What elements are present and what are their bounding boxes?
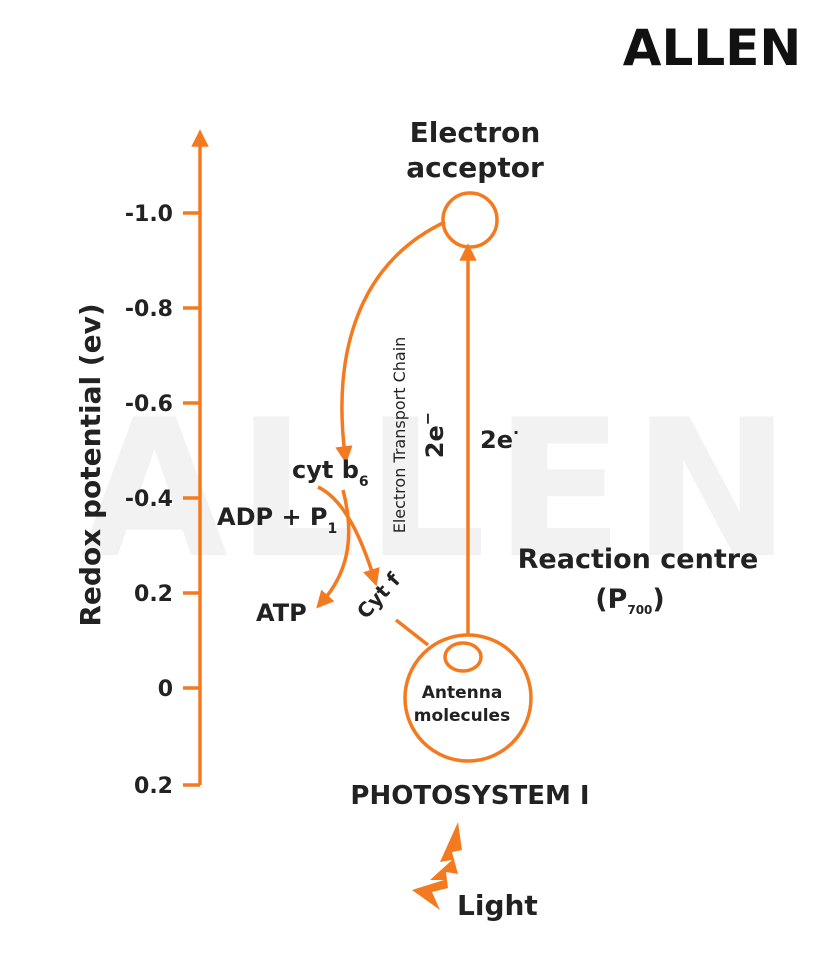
atp-label: ATP <box>256 599 307 627</box>
light-label: Light <box>457 889 538 922</box>
antenna-label: Antenna <box>422 683 503 703</box>
tick-label: -0.8 <box>125 297 173 322</box>
acceptor-label: acceptor <box>406 151 544 184</box>
acceptor-label: Electron <box>410 116 541 149</box>
tick-label: 0.2 <box>134 582 173 607</box>
cyt-arrow <box>317 485 380 587</box>
excited-electrons: 2e· <box>480 423 519 454</box>
tick-label: 0 <box>158 677 173 702</box>
antenna-circle <box>403 633 533 763</box>
adp-label: ADP + P1 <box>217 503 337 537</box>
tick-label: -0.4 <box>125 487 173 512</box>
connector <box>394 618 430 647</box>
etc-electrons: 2e− <box>418 412 449 458</box>
transport-arrow <box>335 220 446 464</box>
etc-label: Electron Transport Chain <box>390 337 409 534</box>
logo: ALLEN <box>623 19 801 77</box>
axis-label: Redox potential (ev) <box>74 303 107 626</box>
acceptor-circle <box>441 191 499 249</box>
antenna-label: molecules <box>414 706 510 726</box>
atp-arrow <box>316 489 351 609</box>
tick-label: -1.0 <box>125 202 173 227</box>
tick-label: -0.6 <box>125 392 173 417</box>
reaction-centre-mark <box>443 641 483 673</box>
reaction-centre-label: Reaction centre <box>518 544 759 575</box>
axis-ticks: -1.0 -0.8 -0.6 -0.4 0.2 0 0.2 <box>125 202 200 799</box>
cyt-b6-label: cyt b6 <box>292 456 369 490</box>
p700-label: (P700) <box>595 584 665 617</box>
tick-label: 0.2 <box>134 774 173 799</box>
photosystem-label: PHOTOSYSTEM I <box>350 781 589 811</box>
lightning <box>412 822 462 910</box>
